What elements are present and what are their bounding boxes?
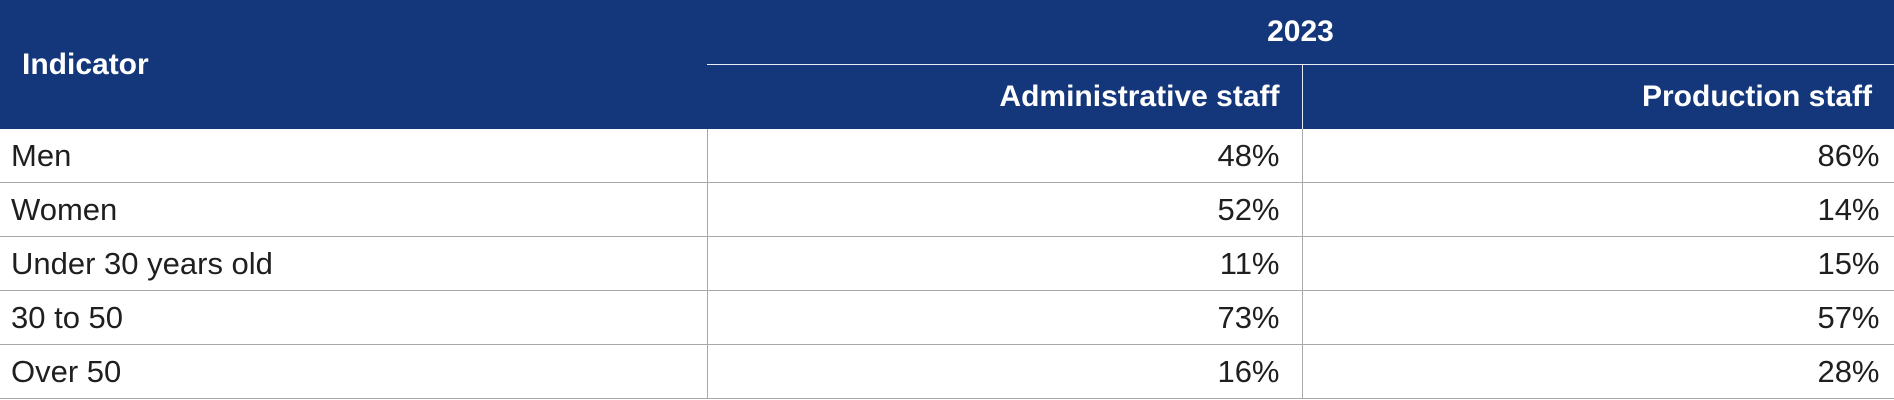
administrative-staff-value: 16% [707, 344, 1303, 399]
row-label: 30 to 50 [0, 290, 708, 345]
header-row-sub: Administrative staff Production staff [0, 64, 1894, 129]
row-label: Under 30 years old [0, 236, 708, 291]
administrative-staff-value: 73% [707, 290, 1303, 345]
administrative-staff-value: 52% [707, 182, 1303, 237]
row-label: Over 50 [0, 344, 708, 399]
production-staff-value: 57% [1302, 290, 1894, 345]
indicator-column-header: Indicator [0, 0, 707, 129]
header-row-top: Indicator 2023 [0, 0, 1894, 129]
table-row: Women 52% 14% [0, 182, 1894, 237]
table-row: Men 48% 86% [0, 129, 1894, 183]
production-staff-value: 15% [1302, 236, 1894, 291]
production-staff-value: 14% [1302, 182, 1894, 237]
administrative-staff-value: 11% [707, 236, 1303, 291]
row-label: Men [0, 129, 708, 183]
table-row: Over 50 16% 28% [0, 344, 1894, 399]
row-label: Women [0, 182, 708, 237]
administrative-staff-column-header: Administrative staff [707, 64, 1303, 129]
table-row: Under 30 years old 11% 15% [0, 236, 1894, 291]
administrative-staff-value: 48% [707, 129, 1303, 183]
production-staff-column-header: Production staff [1302, 64, 1894, 129]
table-row: 30 to 50 73% 57% [0, 290, 1894, 345]
production-staff-value: 86% [1302, 129, 1894, 183]
year-column-group-header: 2023 [707, 0, 1894, 65]
production-staff-value: 28% [1302, 344, 1894, 399]
table-header: Indicator 2023 Administrative staff Prod… [0, 0, 1894, 129]
table-body: Men 48% 86% Women 52% 14% Under 30 years… [0, 129, 1894, 399]
